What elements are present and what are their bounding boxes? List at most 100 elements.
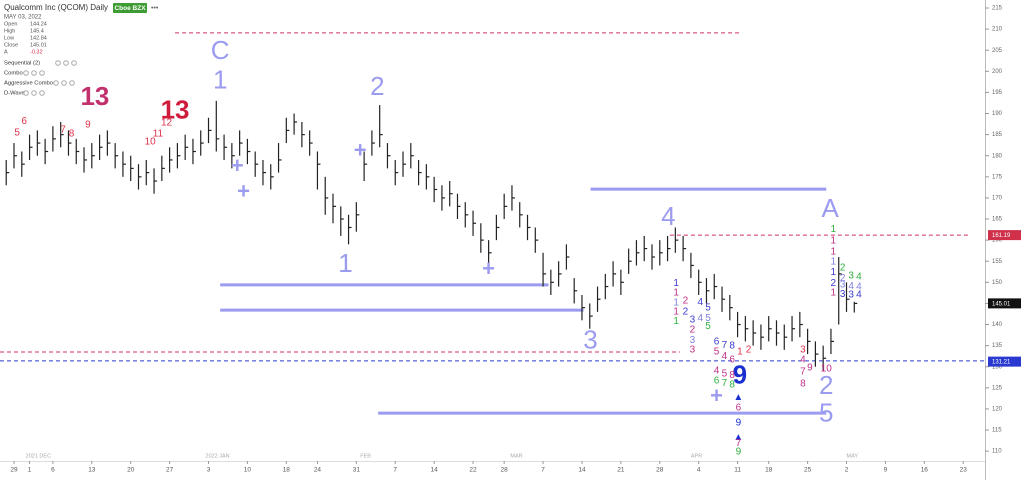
x-tick-label: 22 bbox=[469, 467, 477, 474]
quote-value: 142.84 bbox=[30, 35, 47, 41]
indicator-icon[interactable] bbox=[63, 60, 69, 66]
big-count: 13 bbox=[161, 95, 190, 125]
indicator-icon[interactable] bbox=[55, 60, 61, 66]
count-label: 2 bbox=[746, 344, 752, 355]
count-label: 10 bbox=[145, 136, 157, 147]
count-label: 2 bbox=[683, 307, 689, 318]
count-label: 10 bbox=[821, 363, 833, 374]
date-label: MAY 03, 2022 bbox=[4, 15, 42, 21]
indicator-icon[interactable] bbox=[71, 60, 77, 66]
indicator-icon[interactable] bbox=[23, 90, 29, 96]
indicator-icon[interactable] bbox=[31, 90, 37, 96]
exchange-label: Cboe BZX bbox=[114, 5, 146, 12]
indicator-icon[interactable] bbox=[39, 70, 45, 76]
y-tick-label: 170 bbox=[992, 196, 1003, 202]
indicator-icon[interactable] bbox=[31, 70, 37, 76]
count-label: 3 bbox=[840, 289, 846, 300]
wave-label: A bbox=[821, 193, 839, 223]
count-label: 2 bbox=[831, 278, 837, 289]
x-tick-label: 9 bbox=[884, 467, 888, 474]
indicator-label: Aggressive Combo bbox=[4, 81, 53, 87]
x-tick-label: 14 bbox=[431, 467, 439, 474]
indicator-icon[interactable] bbox=[39, 90, 45, 96]
count-label: 1 bbox=[673, 307, 679, 318]
indicator-icon[interactable] bbox=[69, 80, 75, 86]
y-tick-label: 215 bbox=[992, 6, 1003, 12]
count-label: 7 bbox=[736, 438, 742, 449]
y-tick-label: 180 bbox=[992, 153, 1003, 159]
count-label: 2 bbox=[690, 325, 696, 336]
y-tick-label: 175 bbox=[992, 174, 1003, 180]
count-label: 4 bbox=[714, 366, 720, 377]
wave-label: C bbox=[211, 35, 230, 65]
count-label: 1 bbox=[673, 298, 679, 309]
price-tag-label: 145.01 bbox=[992, 301, 1011, 307]
big-count: 9 bbox=[733, 360, 747, 390]
plot-area: 1101151201251301351401451501551601651701… bbox=[0, 6, 1021, 474]
x-tick-label: 23 bbox=[960, 467, 968, 474]
indicator-label: Sequential (2) bbox=[4, 61, 40, 67]
month-label: FEB bbox=[360, 453, 371, 459]
count-label: 1 bbox=[737, 347, 743, 358]
quote-value: 145.4 bbox=[30, 28, 44, 34]
chart-title: Qualcomm Inc (QCOM) Daily bbox=[4, 3, 108, 12]
count-label: 1 bbox=[831, 288, 837, 299]
month-label: APR bbox=[691, 453, 702, 459]
count-label: 1 bbox=[673, 288, 679, 299]
count-label: 1 bbox=[831, 257, 837, 268]
count-label: ▲ bbox=[733, 392, 743, 403]
quote-label: High bbox=[4, 28, 15, 34]
x-tick-label: 3 bbox=[207, 467, 211, 474]
x-tick-label: 24 bbox=[314, 467, 322, 474]
count-label: 2 bbox=[840, 263, 846, 274]
menu-dots[interactable]: ••• bbox=[151, 5, 159, 12]
count-label: ▲ bbox=[733, 432, 743, 443]
count-label: 1 bbox=[673, 278, 679, 289]
count-label: 3 bbox=[800, 344, 806, 355]
wave-mark: + bbox=[231, 153, 244, 178]
count-label: 8 bbox=[729, 341, 735, 352]
count-label: 1 bbox=[831, 247, 837, 258]
y-tick-label: 110 bbox=[992, 449, 1002, 455]
count-label: 7 bbox=[722, 378, 728, 389]
x-tick-label: 7 bbox=[393, 467, 397, 474]
count-label: 6 bbox=[714, 336, 720, 347]
count-label: 4 bbox=[856, 282, 862, 293]
quote-value: 144.24 bbox=[30, 21, 47, 27]
wave-label: 2 bbox=[819, 370, 833, 400]
count-label: 4 bbox=[697, 313, 703, 324]
x-tick-label: 21 bbox=[617, 467, 625, 474]
wave-label: 2 bbox=[370, 71, 384, 101]
x-tick-label: 18 bbox=[283, 467, 291, 474]
count-label: 5 bbox=[14, 128, 20, 139]
month-label: MAR bbox=[510, 453, 522, 459]
indicator-icon[interactable] bbox=[61, 80, 67, 86]
y-tick-label: 195 bbox=[992, 90, 1003, 96]
wave-label: 1 bbox=[213, 65, 227, 95]
price-tag-label: 161.19 bbox=[992, 233, 1011, 239]
y-tick-label: 155 bbox=[992, 259, 1003, 265]
indicator-icon[interactable] bbox=[53, 80, 59, 86]
wave-label: 3 bbox=[583, 325, 597, 355]
wave-mark: + bbox=[710, 383, 723, 408]
count-label: 1 bbox=[831, 267, 837, 278]
count-label: 5 bbox=[722, 369, 728, 380]
x-tick-label: 29 bbox=[10, 467, 18, 474]
count-label: 1 bbox=[831, 236, 837, 247]
x-tick-label: 14 bbox=[578, 467, 586, 474]
wave-label: 4 bbox=[661, 201, 675, 231]
count-label: 12 bbox=[161, 117, 173, 128]
x-tick-label: 13 bbox=[88, 467, 96, 474]
count-label: 2 bbox=[840, 273, 846, 284]
count-label: 4 bbox=[856, 290, 862, 301]
indicator-label: Combo bbox=[4, 71, 23, 77]
quote-label: A bbox=[4, 49, 8, 55]
wave-label: 1 bbox=[338, 248, 352, 278]
count-label: 3 bbox=[690, 315, 696, 326]
count-label: 2 bbox=[683, 296, 689, 307]
x-tick-label: 31 bbox=[353, 467, 361, 474]
indicator-icon[interactable] bbox=[23, 70, 29, 76]
count-label: 5 bbox=[705, 313, 711, 324]
